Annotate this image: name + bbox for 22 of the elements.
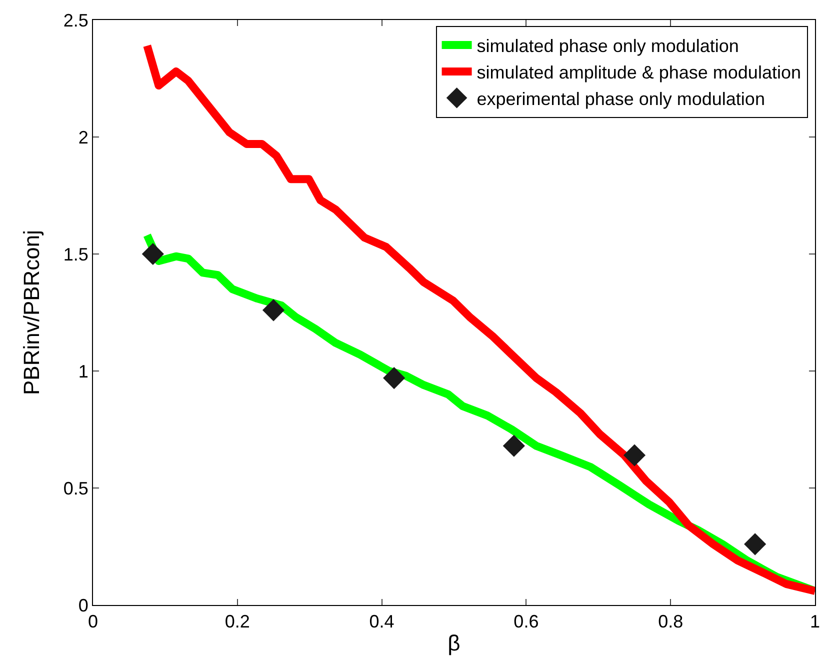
y-tick-label: 1.5 xyxy=(63,244,88,264)
x-tick-label: 0.4 xyxy=(369,612,394,632)
point xyxy=(623,444,646,466)
y-tick-label: 0.5 xyxy=(63,478,88,498)
y-tick-label: 0 xyxy=(78,595,88,616)
x-tick-label: 0.8 xyxy=(658,612,684,632)
x-tick-label: 0.2 xyxy=(224,612,250,632)
point xyxy=(383,366,406,390)
legend-label: simulated phase only modulation xyxy=(476,36,739,56)
y-axis-title: PBRinv/PBRconj xyxy=(19,230,44,396)
legend-label: simulated amplitude & phase modulation xyxy=(476,62,801,82)
y-tick-label: 2.5 xyxy=(63,10,88,30)
x-tick-label: 1 xyxy=(810,612,820,632)
point xyxy=(744,533,766,556)
x-tick-label: 0.6 xyxy=(514,612,539,632)
y-tick-label: 2 xyxy=(78,127,88,148)
point xyxy=(262,299,285,322)
x-axis-title: β xyxy=(448,630,460,656)
point xyxy=(502,434,525,457)
legend-label: experimental phase only modulation xyxy=(476,88,765,109)
point xyxy=(142,242,164,266)
y-tick-label: 1 xyxy=(78,361,88,382)
